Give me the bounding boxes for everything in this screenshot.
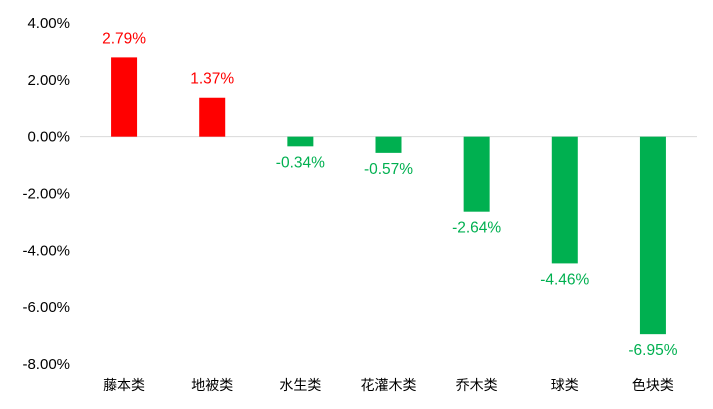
- x-tick-label: 水生类: [279, 378, 321, 394]
- y-tick-label: 2.00%: [27, 72, 70, 89]
- data-label: -2.64%: [452, 220, 501, 237]
- y-tick-label: 0.00%: [27, 129, 70, 146]
- data-label: -0.34%: [276, 154, 325, 171]
- bar: [639, 136, 666, 335]
- bar: [551, 136, 578, 264]
- bar: [287, 136, 314, 147]
- bars: [111, 57, 666, 335]
- bar: [199, 97, 226, 137]
- x-tick-label: 花灌木类: [361, 378, 417, 394]
- bar: [463, 136, 490, 212]
- data-label: -0.57%: [364, 161, 413, 178]
- bar: [375, 136, 402, 153]
- data-label: -6.95%: [628, 342, 677, 359]
- x-tick-label: 藤本类: [103, 378, 145, 394]
- y-tick-label: -6.00%: [22, 299, 70, 316]
- y-tick-label: 4.00%: [27, 15, 70, 32]
- x-tick-label: 乔木类: [456, 378, 498, 394]
- y-tick-label: -8.00%: [22, 356, 70, 373]
- x-tick-label: 色块类: [632, 377, 674, 394]
- bar: [111, 57, 138, 137]
- data-labels: 2.79% 1.37% -0.34% -0.57% -2.64% -4.46% -6.95%: [102, 30, 678, 359]
- data-label: 1.37%: [190, 71, 234, 88]
- x-tick-label: 球类: [551, 378, 579, 394]
- data-label: 2.79%: [102, 30, 146, 47]
- x-tick-label: 地被类: [191, 378, 233, 394]
- data-label: -4.46%: [540, 271, 589, 288]
- x-axis: 藤本类 地被类 水生类 花灌木类 乔木类 球类 色块类: [103, 377, 674, 394]
- y-tick-label: -4.00%: [22, 242, 70, 259]
- y-tick-label: -2.00%: [22, 186, 70, 203]
- y-axis: 4.00% 2.00% 0.00% -2.00% -4.00% -6.00% -8.00%: [22, 15, 70, 373]
